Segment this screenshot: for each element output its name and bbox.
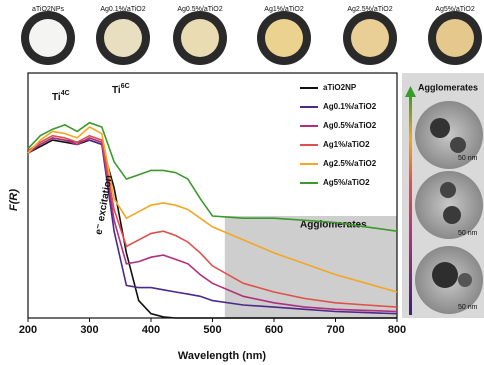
particle bbox=[432, 262, 458, 288]
shaded-region bbox=[225, 216, 397, 318]
legend-label: Ag5%/aTiO2 bbox=[323, 178, 370, 187]
annotation-text: Ti bbox=[112, 85, 121, 96]
sample-photo bbox=[265, 19, 303, 57]
sample-label: aTiO2NPs bbox=[32, 6, 65, 13]
sample-photo bbox=[351, 19, 389, 57]
particle bbox=[458, 273, 472, 287]
legend-label: Ag2.5%/aTiO2 bbox=[323, 159, 377, 168]
sample-photo bbox=[104, 19, 142, 57]
scale-label: 50 nm bbox=[458, 230, 478, 237]
particle bbox=[450, 137, 466, 153]
particle bbox=[430, 118, 450, 138]
x-tick-label: 200 bbox=[19, 324, 37, 336]
x-tick-label: 400 bbox=[142, 324, 160, 336]
annotation: Ti6C bbox=[112, 83, 130, 96]
legend-label: Ag0.1%/aTiO2 bbox=[323, 102, 377, 111]
sample-label: Ag1%/aTiO2 bbox=[264, 6, 304, 13]
x-tick-label: 600 bbox=[265, 324, 283, 336]
annotation: Ti4C bbox=[52, 90, 70, 103]
x-tick-label: 300 bbox=[80, 324, 98, 336]
sample-photo bbox=[436, 19, 474, 57]
tem-image bbox=[415, 171, 483, 239]
sample-label: Ag2.5%/aTiO2 bbox=[347, 6, 392, 13]
x-tick-label: 700 bbox=[326, 324, 344, 336]
legend-label: Ag1%/aTiO2 bbox=[323, 140, 370, 149]
sample-label: Ag5%/aTiO2 bbox=[435, 6, 475, 13]
y-axis-label: F(R) bbox=[8, 189, 20, 211]
sample-photo bbox=[181, 19, 219, 57]
annotation-text: Ti bbox=[52, 92, 61, 103]
tem-title: Agglomerates bbox=[418, 82, 478, 92]
x-tick-label: 800 bbox=[388, 324, 406, 336]
sample-label: Ag0.5%/aTiO2 bbox=[177, 6, 222, 13]
sample-photo bbox=[29, 19, 67, 57]
sample-label: Ag0.1%/aTiO2 bbox=[100, 6, 145, 13]
legend-label: Ag0.5%/aTiO2 bbox=[323, 121, 377, 130]
legend-label: aTiO2NP bbox=[323, 83, 357, 92]
figure: Agglomerates 50 nm 50 nm 50 nm Wavelengt… bbox=[0, 0, 484, 365]
particle bbox=[443, 206, 461, 224]
scale-label: 50 nm bbox=[458, 304, 478, 311]
annotation-sup: 4C bbox=[61, 90, 70, 97]
annotation-sup: 6C bbox=[121, 83, 130, 90]
x-tick-label: 500 bbox=[203, 324, 221, 336]
x-axis-label: Wavelength (nm) bbox=[178, 350, 267, 362]
particle bbox=[440, 182, 456, 198]
gradient-arrow bbox=[409, 95, 412, 315]
tem-images bbox=[415, 101, 483, 314]
scale-label: 50 nm bbox=[458, 155, 478, 162]
